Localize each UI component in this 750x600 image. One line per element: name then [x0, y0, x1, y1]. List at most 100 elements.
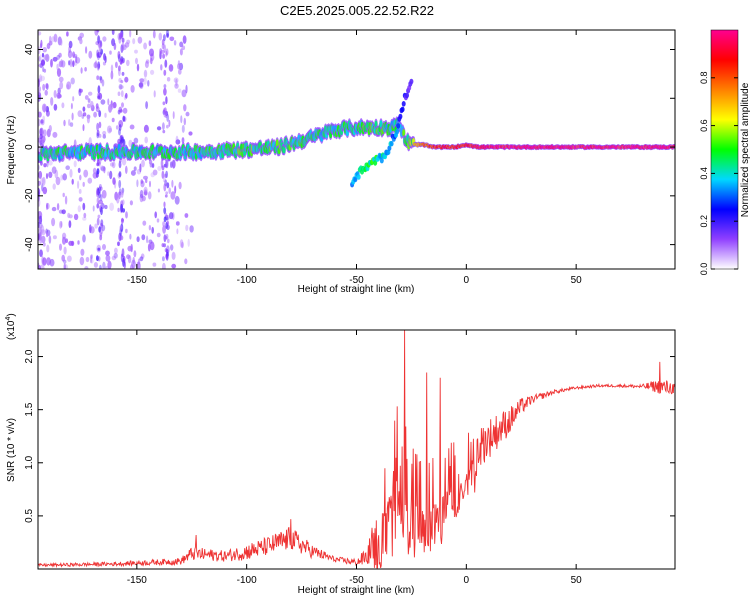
noise-speckle [42, 115, 46, 123]
noise-speckle [66, 31, 69, 37]
noise-speckle [67, 212, 71, 219]
noise-speckle [41, 103, 47, 113]
spectrogram-x-tick-label: -50 [349, 275, 364, 286]
noise-speckle [118, 83, 123, 90]
noise-speckle [78, 188, 82, 194]
noise-speckle [157, 166, 162, 171]
noise-speckle [38, 78, 41, 83]
noise-speckle [139, 189, 144, 199]
branch-mark [389, 140, 394, 147]
noise-speckle [84, 95, 89, 100]
spectrogram-y-ticks: -40 -20 0 20 40 [24, 44, 675, 252]
noise-stripe [97, 214, 101, 219]
noise-speckle [143, 124, 149, 133]
noise-stripe [166, 182, 170, 189]
noise-speckle [126, 59, 130, 67]
noise-stripe [162, 122, 165, 131]
noise-speckle [61, 209, 66, 215]
noise-speckle [136, 261, 141, 269]
noise-stripe [161, 170, 165, 179]
noise-speckle [115, 125, 119, 130]
noise-speckle [109, 170, 113, 180]
noise-speckle [38, 170, 43, 179]
branch-mark [395, 128, 400, 135]
noise-speckle [136, 63, 140, 72]
noise-speckle [147, 243, 151, 252]
noise-stripe [96, 122, 99, 132]
noise-speckle [39, 54, 42, 63]
snr-x-tick-label: 50 [571, 575, 583, 586]
noise-speckle [132, 256, 135, 264]
noise-stripe [118, 179, 122, 189]
noise-speckle [77, 240, 80, 245]
noise-speckle [58, 52, 62, 58]
noise-stripe [122, 115, 126, 122]
ridge-mark [282, 146, 286, 154]
noise-stripe [119, 58, 123, 65]
noise-speckle [175, 221, 180, 226]
noise-speckle [88, 91, 93, 96]
noise-stripe [120, 253, 124, 263]
branch-mark [405, 92, 409, 99]
noise-speckle [38, 46, 41, 55]
noise-speckle [90, 100, 94, 109]
noise-speckle [94, 223, 98, 229]
noise-speckle [87, 177, 93, 184]
noise-speckle [177, 88, 182, 93]
noise-speckle [111, 117, 115, 123]
noise-speckle [182, 35, 187, 44]
noise-speckle [178, 69, 182, 75]
noise-speckle [42, 176, 46, 186]
noise-speckle [53, 90, 57, 98]
noise-speckle [181, 124, 185, 133]
noise-speckle [42, 242, 46, 247]
noise-stripe [120, 80, 124, 84]
noise-speckle [42, 67, 45, 72]
noise-speckle [144, 136, 148, 144]
noise-speckle [77, 110, 83, 118]
noise-stripe [164, 114, 168, 118]
noise-speckle [170, 161, 173, 169]
noise-speckle [185, 224, 189, 232]
noise-speckle [111, 255, 117, 261]
noise-speckle [109, 104, 114, 110]
spectrogram-x-ticks: -150 -100 -50 0 50 [127, 30, 582, 286]
noise-speckle [66, 81, 72, 90]
noise-speckle [152, 262, 157, 267]
noise-speckle [137, 36, 143, 44]
noise-stripe [165, 48, 169, 56]
noise-speckle [79, 256, 85, 266]
noise-speckle [58, 60, 62, 68]
snr-x-tick-label: 0 [464, 575, 470, 586]
noise-stripe [99, 264, 102, 269]
noise-speckle [63, 119, 66, 127]
noise-speckle [43, 104, 46, 114]
noise-speckle [38, 111, 42, 118]
noise-speckle [86, 116, 90, 124]
noise-speckle [170, 244, 174, 251]
noise-speckle [187, 238, 190, 247]
noise-speckle [102, 134, 107, 139]
noise-speckle [153, 90, 156, 98]
noise-speckle [84, 266, 89, 269]
noise-speckle [102, 130, 107, 136]
noise-stripe [165, 222, 169, 229]
noise-speckle [38, 74, 43, 83]
noise-speckle [181, 241, 184, 249]
noise-speckle [122, 107, 128, 114]
noise-stripe [117, 109, 121, 115]
colorbar-tick-label: 0.4 [699, 167, 709, 180]
noise-speckle [139, 78, 145, 83]
noise-speckle [143, 191, 148, 196]
noise-stripe [161, 43, 165, 50]
noise-speckle [140, 180, 145, 188]
noise-speckle [82, 124, 85, 132]
noise-speckle [150, 69, 155, 75]
noise-speckle [48, 125, 52, 133]
noise-speckle [50, 58, 53, 68]
noise-speckle [93, 262, 98, 268]
noise-speckle [107, 171, 110, 176]
spectrogram-y-tick-label: -20 [24, 188, 35, 203]
noise-speckle [61, 60, 66, 68]
